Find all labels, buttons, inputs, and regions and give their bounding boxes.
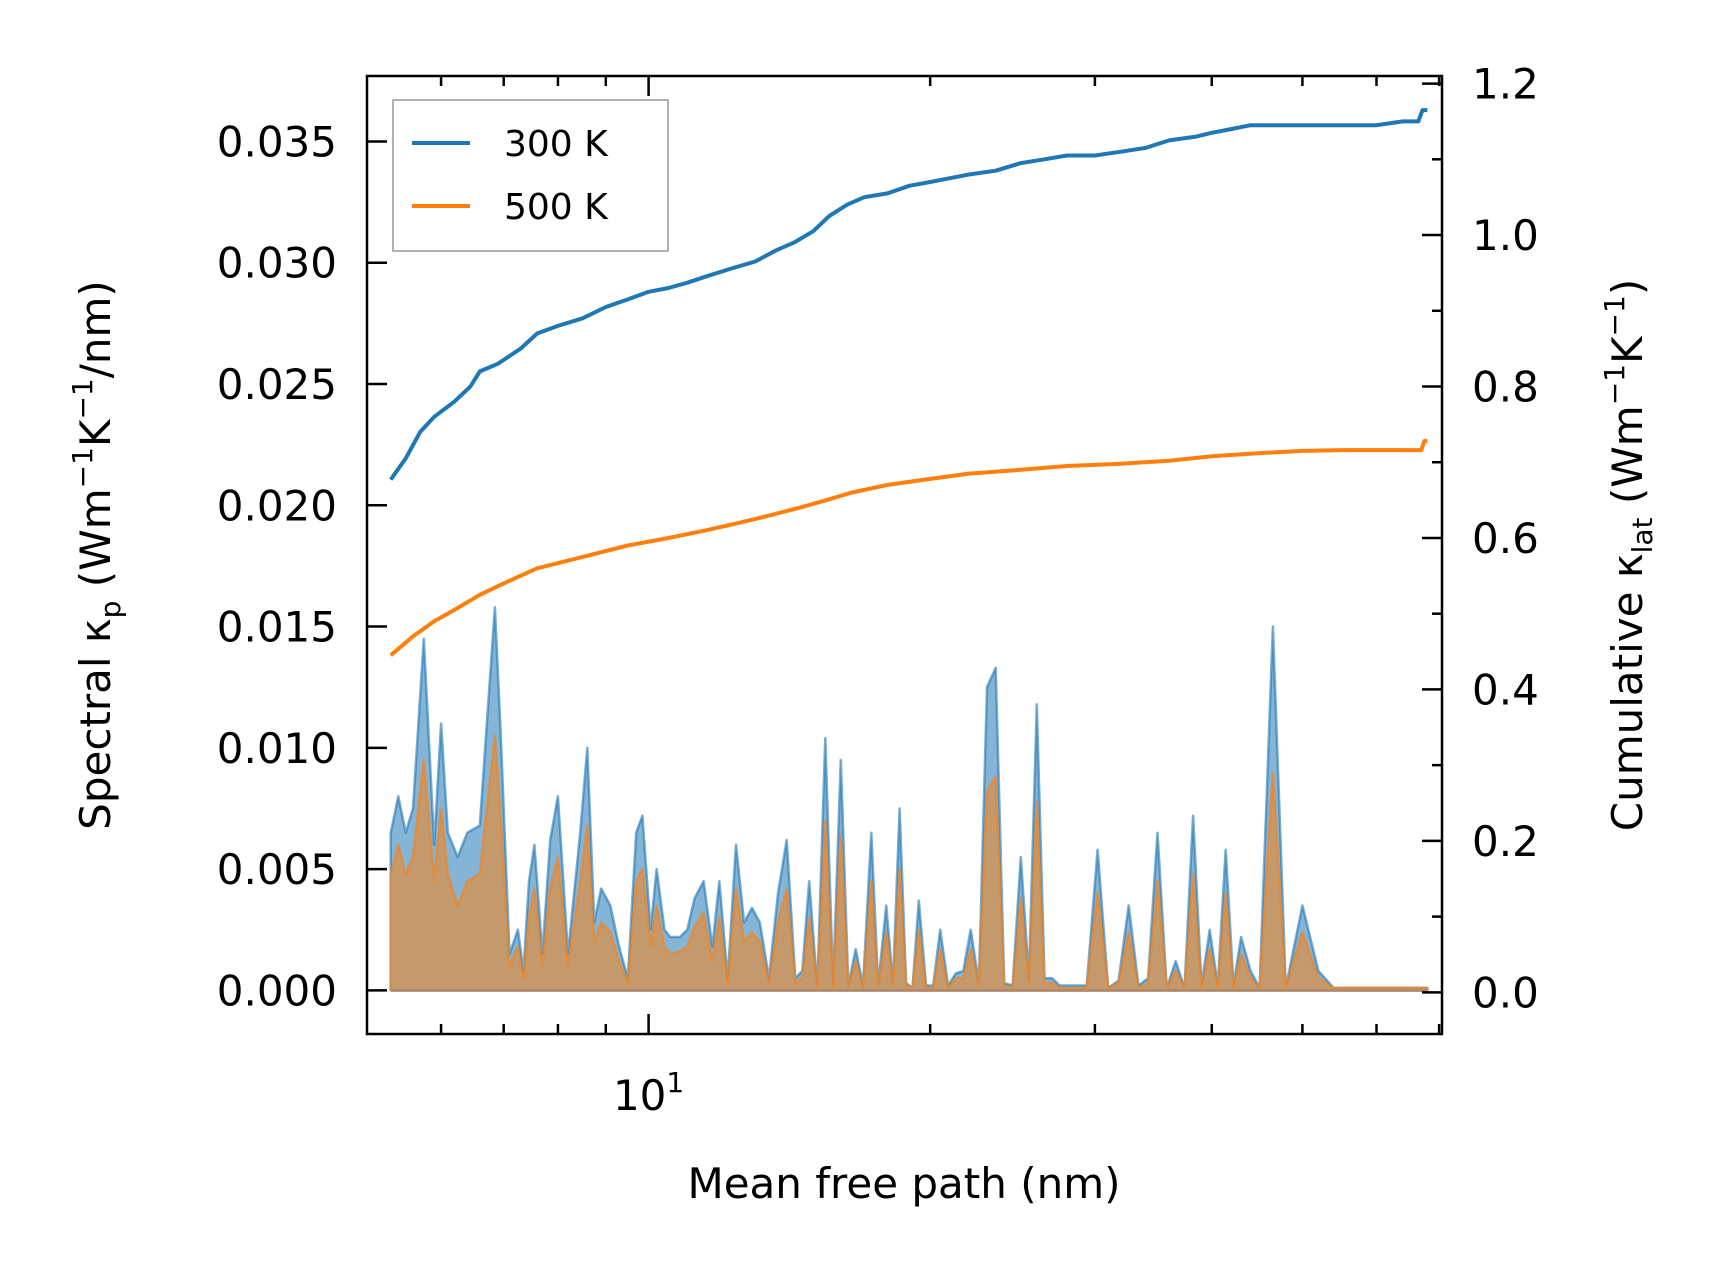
tick-layer	[367, 76, 1442, 1034]
tick-label-layer: 0.000 0.005 0.010 0.015 0.020 0.025 0.030 0.035…	[217, 60, 1539, 1018]
spectral-area-500k	[389, 734, 1429, 992]
legend-label-500k: 500 K	[504, 187, 609, 228]
y-right-label-pre: Cumulative κ	[1603, 553, 1652, 831]
y-right-tick-label: 0.0	[1472, 968, 1539, 1017]
y-left-label-mid: (Wm	[71, 488, 120, 600]
y-right-tick-label: 0.8	[1472, 362, 1539, 411]
y-right-tick-label: 0.2	[1472, 817, 1539, 866]
y-right-label-sub: lat	[1626, 517, 1659, 553]
y-right-axis-label: Cumulative κlat (Wm−1K−1)	[1598, 279, 1659, 831]
x-tick-label-10: 101	[613, 1066, 684, 1120]
y-right-tick-label: 0.4	[1472, 665, 1539, 714]
y-right-tick-label: 0.6	[1472, 514, 1539, 563]
cumulative-line-layer	[389, 108, 1428, 657]
y-right-tick-label: 1.0	[1472, 211, 1539, 260]
y-left-label-sup1: −1	[66, 447, 99, 488]
y-left-label-sub: p	[94, 601, 127, 619]
y-left-label-sup2: −1	[66, 378, 99, 419]
y-left-label-post: /nm)	[71, 280, 120, 378]
y-right-label-mid2: K	[1603, 335, 1652, 364]
x-axis-label: Mean free path (nm)	[687, 1159, 1120, 1208]
y-left-tick-label: 0.005	[217, 845, 337, 894]
y-right-label-post: )	[1603, 279, 1652, 295]
y-left-tick-label: 0.025	[217, 360, 337, 409]
y-left-label-mid2: K	[71, 418, 120, 447]
cumulative-line-500k	[389, 439, 1428, 657]
y-left-tick-label: 0.030	[217, 239, 337, 288]
y-left-tick-label: 0.010	[217, 724, 337, 773]
y-right-label-sup1: −1	[1598, 364, 1631, 405]
y-right-label-sup2: −1	[1598, 295, 1631, 336]
plot-frame	[365, 74, 1444, 1036]
y-left-label-pre: Spectral κ	[71, 618, 120, 830]
legend: 300 K 500 K	[392, 99, 669, 252]
y-left-tick-label: 0.015	[217, 603, 337, 652]
y-left-tick-label: 0.000	[217, 966, 337, 1015]
y-right-tick-label: 1.2	[1472, 60, 1539, 109]
x-tick-label-exp: 1	[666, 1066, 684, 1099]
spectral-fill-layer	[389, 605, 1429, 992]
y-right-label-mid: (Wm	[1603, 405, 1652, 517]
y-left-tick-label: 0.035	[217, 117, 337, 166]
y-left-tick-label: 0.020	[217, 481, 337, 530]
legend-box	[392, 99, 669, 252]
x-tick-label-base: 10	[613, 1071, 666, 1120]
y-left-axis-label: Spectral κp (Wm−1K−1/nm)	[66, 280, 127, 830]
cumulative-line-300k	[389, 108, 1428, 481]
legend-label-300k: 300 K	[504, 124, 609, 165]
